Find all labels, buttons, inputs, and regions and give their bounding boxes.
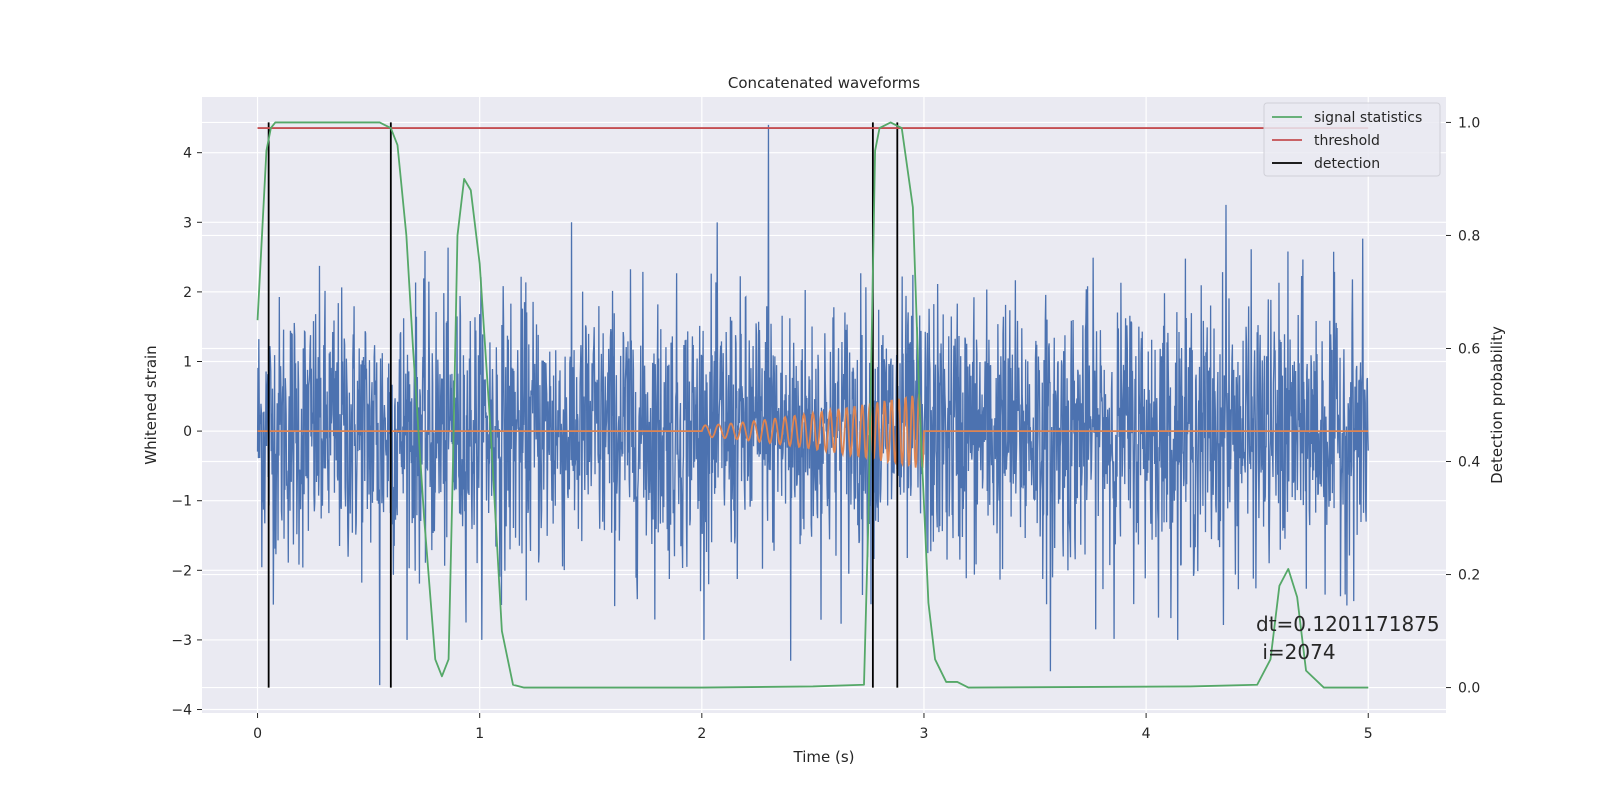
series-chirp-line	[257, 393, 1369, 469]
y-left-tick-label: −4	[171, 703, 192, 719]
legend-label-detection: detection	[1314, 156, 1380, 172]
y-right-tick-label: 0.4	[1458, 455, 1480, 471]
series-noise-line	[256, 124, 1369, 686]
tick-layer: 0 1 2 3 4 5 −4 −3 −2 −1 0 1 2 3 4 0.0 0.2 0.4 0.6 0.8 1.0	[171, 115, 1480, 742]
y-right-tick-label: 0.8	[1458, 228, 1480, 244]
x-tick-label: 5	[1364, 726, 1373, 742]
chart-title: Concatenated waveforms	[728, 74, 920, 92]
x-axis-label: Time (s)	[793, 748, 855, 766]
data-layer	[256, 121, 1369, 689]
x-tick-label: 3	[920, 726, 929, 742]
x-tick-label: 1	[475, 726, 484, 742]
y-right-tick-label: 0.6	[1458, 341, 1480, 357]
y-right-tick-label: 0.2	[1458, 568, 1480, 584]
y-left-tick-label: 4	[183, 146, 192, 162]
y-left-tick-label: 0	[183, 424, 192, 440]
annotation-index: i=2074	[1256, 640, 1336, 664]
legend: signal statistics threshold detection	[1263, 102, 1441, 177]
legend-label-signal-statistics: signal statistics	[1314, 110, 1422, 126]
y-left-tick-label: 1	[183, 354, 192, 370]
y-left-tick-label: 3	[183, 215, 192, 231]
y-left-tick-label: −1	[171, 494, 192, 510]
annotation-dt: dt=0.1201171875	[1256, 612, 1440, 636]
y-left-tick-label: 2	[183, 285, 192, 301]
series-signal-statistics-line	[256, 121, 1369, 689]
y-right-tick-label: 1.0	[1458, 115, 1480, 131]
legend-label-threshold: threshold	[1314, 133, 1380, 149]
y-left-tick-label: −3	[171, 633, 192, 649]
x-tick-label: 0	[253, 726, 262, 742]
x-tick-label: 4	[1142, 726, 1151, 742]
y-axis-label-left: Whitened strain	[142, 345, 160, 464]
y-left-tick-label: −2	[171, 563, 192, 579]
y-axis-label-right: Detection probability	[1488, 326, 1506, 484]
y-right-tick-label: 0.0	[1458, 681, 1480, 697]
x-tick-label: 2	[697, 726, 706, 742]
legend-box	[1263, 102, 1441, 177]
